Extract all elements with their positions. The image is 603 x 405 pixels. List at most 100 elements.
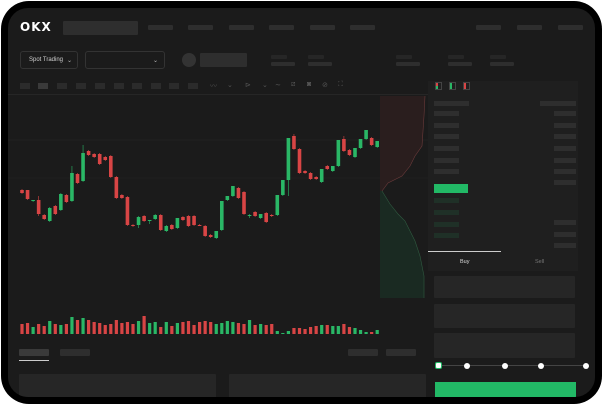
candle-body (120, 195, 124, 198)
last-price (434, 184, 468, 193)
stat-value (448, 62, 472, 66)
volume-bar (37, 324, 41, 334)
volume-bar (253, 325, 257, 334)
volume-bar (209, 322, 213, 334)
candle-body (75, 174, 80, 183)
volume-bar (358, 330, 363, 334)
candle-body (369, 138, 374, 145)
stat-value (396, 62, 420, 66)
volume-bar (259, 324, 263, 334)
volume-bar (331, 326, 335, 334)
candle-body (347, 150, 352, 155)
volume-bar (203, 321, 207, 334)
volume-bar (286, 331, 290, 334)
timeframe-button[interactable] (20, 83, 30, 89)
order-book-cell (434, 123, 459, 128)
nav-item[interactable] (517, 25, 542, 30)
filter-button[interactable] (348, 349, 378, 356)
nav-item[interactable] (188, 25, 213, 30)
candle-body (353, 148, 357, 157)
pair-select[interactable]: ⌄ (85, 51, 165, 69)
search-bar[interactable] (63, 21, 138, 35)
timeframe-button[interactable] (169, 83, 179, 89)
volume-bar (31, 327, 35, 334)
volume-bar (131, 324, 135, 334)
slider-step[interactable] (502, 363, 508, 369)
candle-body (208, 235, 213, 237)
candle-body (264, 213, 268, 222)
bottom-tab[interactable] (60, 349, 90, 356)
volume-bar (59, 325, 63, 334)
book-view-asks-icon[interactable] (463, 82, 470, 90)
ruler-icon[interactable]: ⧄ (291, 81, 296, 88)
volume-bar (114, 320, 118, 334)
chevron-down-icon: ⌄ (67, 57, 73, 64)
volume-bar (270, 324, 274, 334)
candle-body (125, 197, 130, 225)
nav-item[interactable] (476, 25, 501, 30)
tab-underline (428, 251, 501, 252)
candle-body (331, 166, 335, 171)
bottom-tab-active[interactable] (19, 349, 49, 356)
candlestick-chart[interactable] (8, 98, 428, 338)
total-input[interactable] (434, 333, 575, 358)
chevron-down-icon[interactable]: ⌄ (262, 82, 268, 89)
volume-bar (347, 327, 352, 334)
volume-bar (170, 326, 174, 334)
nav-item[interactable] (350, 25, 375, 30)
nav-item[interactable] (229, 25, 254, 30)
candle-body (292, 136, 296, 149)
slider-track[interactable] (440, 365, 588, 366)
book-view-both-icon[interactable] (435, 82, 442, 90)
fullscreen-icon[interactable]: ⛶ (338, 81, 343, 88)
app-screen: OKX Spot Trading ⌄ ⌄ 〰 ⌄ ⊳ ⌄ ∼ ⧄ ◙ ⊘ ⛶ (8, 8, 595, 397)
book-view-bids-icon[interactable] (449, 82, 456, 90)
volume-bar (292, 328, 296, 334)
timeframe-button[interactable] (132, 83, 142, 89)
camera-icon[interactable]: ◙ (307, 81, 312, 88)
candle-body (375, 141, 379, 147)
indicator-icon[interactable]: 〰 (210, 83, 217, 90)
nav-item[interactable] (269, 25, 294, 30)
okx-logo: OKX (20, 20, 52, 34)
order-book-cell (434, 134, 459, 139)
tab-buy[interactable]: Buy (460, 259, 470, 265)
settings-icon[interactable]: ⊘ (322, 82, 328, 89)
amount-input[interactable] (434, 304, 575, 328)
timeframe-button[interactable] (76, 83, 86, 89)
nav-item[interactable] (148, 25, 173, 30)
candle-body (53, 206, 58, 214)
volume-bar (53, 324, 57, 334)
timeframe-button[interactable] (151, 83, 161, 89)
candle-body (275, 195, 280, 215)
slider-step[interactable] (538, 363, 544, 369)
order-book-cell (434, 233, 459, 238)
slider-step[interactable] (464, 363, 470, 369)
slider-handle[interactable] (435, 362, 442, 369)
timeframe-button[interactable] (188, 83, 198, 89)
volume-bar (225, 321, 229, 334)
price-input[interactable] (434, 276, 575, 298)
candle-body (170, 225, 174, 229)
market-select[interactable]: Spot Trading ⌄ (20, 51, 78, 69)
nav-item[interactable] (558, 25, 583, 30)
line-icon[interactable]: ∼ (275, 82, 281, 89)
stat-label (448, 55, 464, 59)
filter-button[interactable] (386, 349, 416, 356)
timeframe-button[interactable] (114, 83, 124, 89)
candle-body (59, 194, 63, 210)
draw-icon[interactable]: ⊳ (245, 82, 251, 89)
price-display (200, 53, 247, 67)
timeframe-button-active[interactable] (38, 83, 48, 89)
order-book-cell (554, 111, 576, 116)
slider-step[interactable] (583, 363, 589, 369)
buy-button[interactable] (435, 382, 576, 397)
chevron-down-icon[interactable]: ⌄ (227, 82, 233, 89)
candle-body (364, 130, 368, 139)
tab-sell[interactable]: Sell (535, 259, 545, 265)
timeframe-button[interactable] (95, 83, 105, 89)
timeframe-button[interactable] (57, 83, 67, 89)
candle-body (131, 225, 135, 226)
stat-value (308, 62, 332, 66)
nav-item[interactable] (310, 25, 335, 30)
